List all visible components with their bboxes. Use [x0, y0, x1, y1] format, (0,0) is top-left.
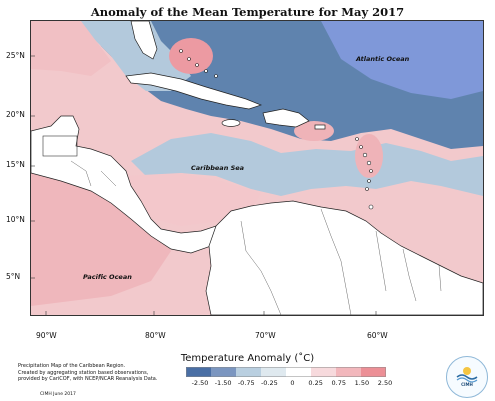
ocean-label-caribbean: Caribbean Sea: [191, 164, 245, 172]
axis-ticks: [31, 55, 377, 315]
temperature-anomaly-map: [31, 21, 483, 315]
lat-label-20n: 20°N: [6, 110, 25, 119]
legend-title: Temperature Anomaly (˚C): [180, 353, 315, 364]
colorbar-segment: [336, 367, 362, 377]
colorbar-segment: [186, 367, 212, 377]
land-florida: [130, 21, 158, 60]
land-puerto-rico: [314, 124, 326, 130]
colorbar-tick-label: 0.25: [308, 379, 323, 387]
colorbar-segment: [311, 367, 337, 377]
colorbar-tick-label: -2.50: [191, 379, 209, 387]
footnote: Precipitation Map of the Caribbean Regio…: [18, 363, 168, 383]
logo-text: CIMH: [461, 382, 473, 387]
colorbar-segment: [361, 367, 386, 377]
lat-label-10n: 10°N: [6, 215, 25, 224]
colorbar-tick-label: 0.75: [331, 379, 346, 387]
land-cuba: [125, 72, 263, 110]
land-jamaica: [221, 119, 241, 127]
lon-label-70w: 70°W: [255, 331, 276, 340]
anomaly-field-pacific-positive: [31, 171, 171, 306]
footnote-line: Created by aggregating station based obs…: [18, 369, 149, 376]
colorbar-tick-label: -0.25: [260, 379, 278, 387]
anomaly-field-light-negative-band: [131, 133, 483, 196]
map-area: Atlantic Ocean Caribbean Sea Pacific Oce…: [30, 20, 484, 316]
lon-label-80w: 80°W: [145, 331, 166, 340]
anomaly-field-atlantic-strong-negative: [321, 21, 483, 99]
land-south-america: [205, 200, 483, 315]
land-hispaniola: [262, 108, 310, 128]
lat-label-15n: 15°N: [6, 160, 25, 169]
colorbar-segment: [211, 367, 237, 377]
lon-label-60w: 60°W: [367, 331, 388, 340]
land-lesser-antilles: [355, 137, 374, 210]
anomaly-field-caribbean-positive: [121, 173, 261, 226]
anomaly-field-light-negative-north: [71, 21, 191, 91]
yucatan-inset-box: [42, 135, 78, 157]
colorbar-tick-label: 1.50: [354, 379, 370, 387]
ocean-label-pacific: Pacific Ocean: [83, 273, 132, 281]
anomaly-field-antilles-positive: [355, 134, 383, 178]
map-title: Anomaly of the Mean Temperature for May …: [90, 5, 405, 19]
colorbar-segment: [286, 367, 312, 377]
colorbar: [186, 367, 386, 377]
colorbar-segment: [261, 367, 287, 377]
colorbar-tick-label: -1.50: [214, 379, 232, 387]
lon-label-90w: 90°W: [36, 331, 57, 340]
colorbar-border: [186, 367, 386, 377]
cimh-logo: CIMH: [446, 356, 488, 398]
lat-label-25n: 25°N: [6, 51, 25, 60]
anomaly-field-bahamas-positive: [169, 38, 213, 74]
logo-emblem-icon: [456, 367, 478, 383]
country-borders: [70, 160, 442, 315]
ocean-label-atlantic: Atlantic Ocean: [356, 55, 410, 63]
colorbar-tick-label: 0: [290, 379, 295, 387]
land-central-america: [31, 115, 222, 254]
colorbar-tick-label: -0.75: [237, 379, 255, 387]
lat-label-5n: 5°N: [6, 272, 21, 281]
footnote-line: provided by CariCOF, with NCEP/NCAR Rean…: [18, 376, 158, 382]
anomaly-field-florida-positive: [31, 21, 111, 76]
colorbar-segment: [236, 367, 262, 377]
land-bahamas: [179, 49, 218, 78]
colorbar-tick-label: 2.50: [377, 379, 393, 387]
footnote-line: Precipitation Map of the Caribbean Regio…: [18, 363, 126, 369]
credit-text: CIMH June 2017: [40, 392, 76, 397]
